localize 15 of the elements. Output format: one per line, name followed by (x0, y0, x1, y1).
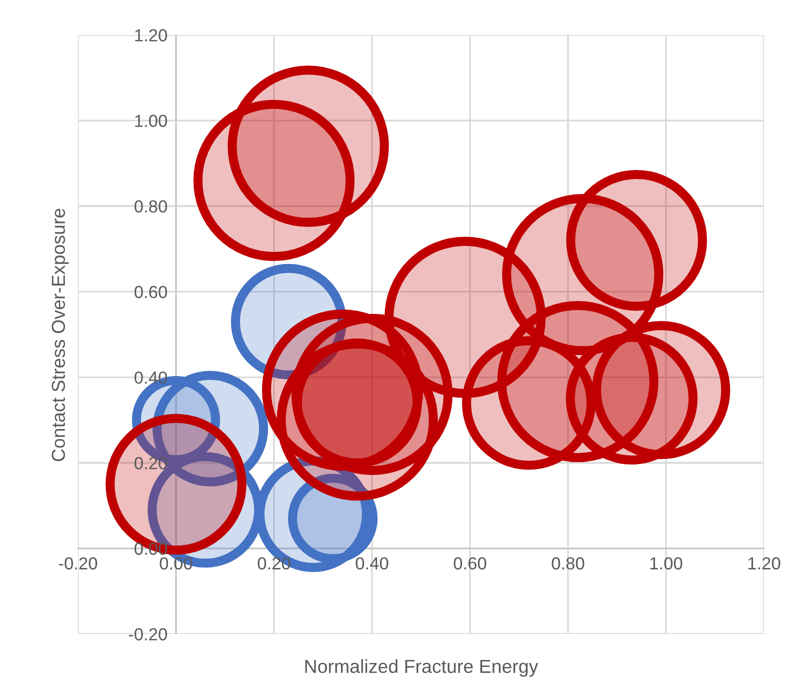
x-tick-label: 1.00 (650, 557, 682, 570)
x-tick-label: 0.00 (160, 557, 192, 570)
x-tick-label: 1.20 (748, 557, 780, 570)
y-axis-title: Contact Stress Over-Exposure (52, 208, 69, 462)
y-tick-label: 1.20 (135, 29, 167, 42)
y-tick-label: 1.00 (135, 114, 167, 128)
y-tick-label: 0.60 (134, 286, 167, 298)
x-tick-label: 0.80 (552, 557, 584, 570)
x-tick-label: 0.60 (454, 557, 486, 570)
y-tick-label: 0.80 (134, 200, 167, 213)
y-tick-label: -0.20 (128, 628, 167, 640)
x-axis-title: Normalized Fracture Energy (305, 659, 538, 677)
y-tick-label: 0.40 (134, 371, 167, 384)
x-tick-label: -0.20 (58, 557, 98, 570)
x-tick-label: 0.40 (356, 557, 388, 570)
